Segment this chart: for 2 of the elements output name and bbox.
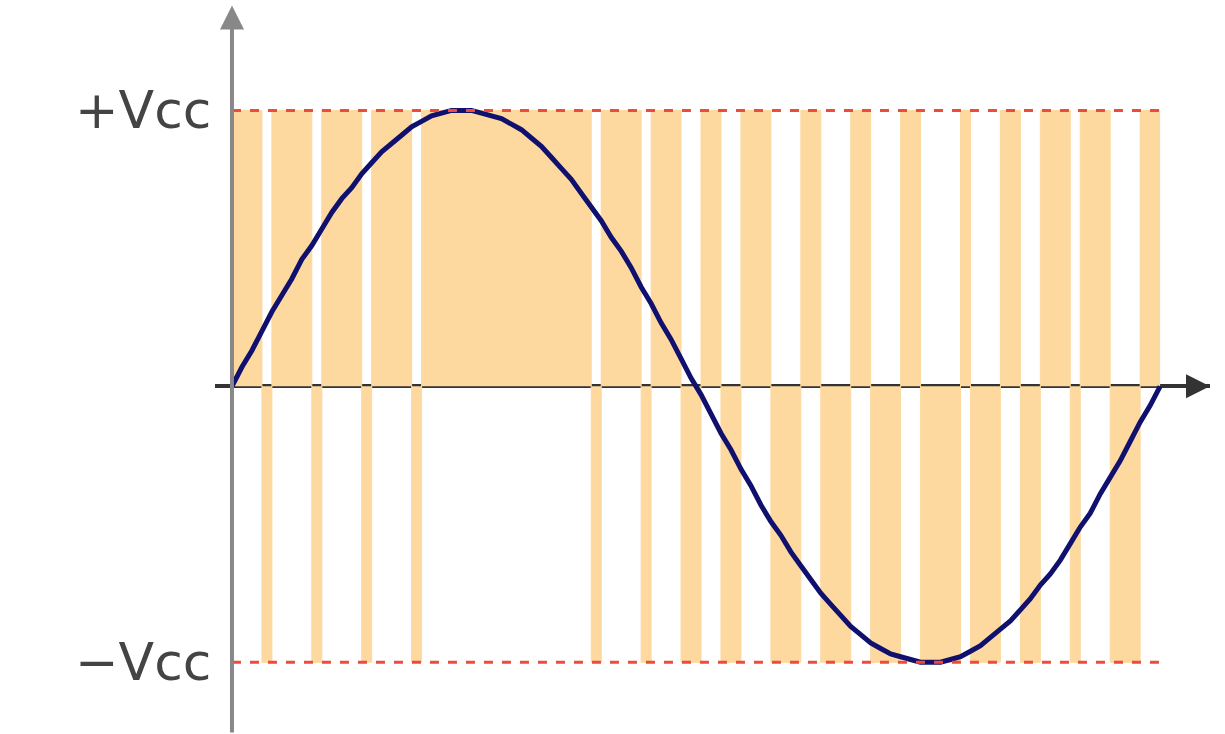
ref-line-label: −Vcc	[75, 632, 212, 692]
ref-line-label: +Vcc	[75, 80, 212, 140]
